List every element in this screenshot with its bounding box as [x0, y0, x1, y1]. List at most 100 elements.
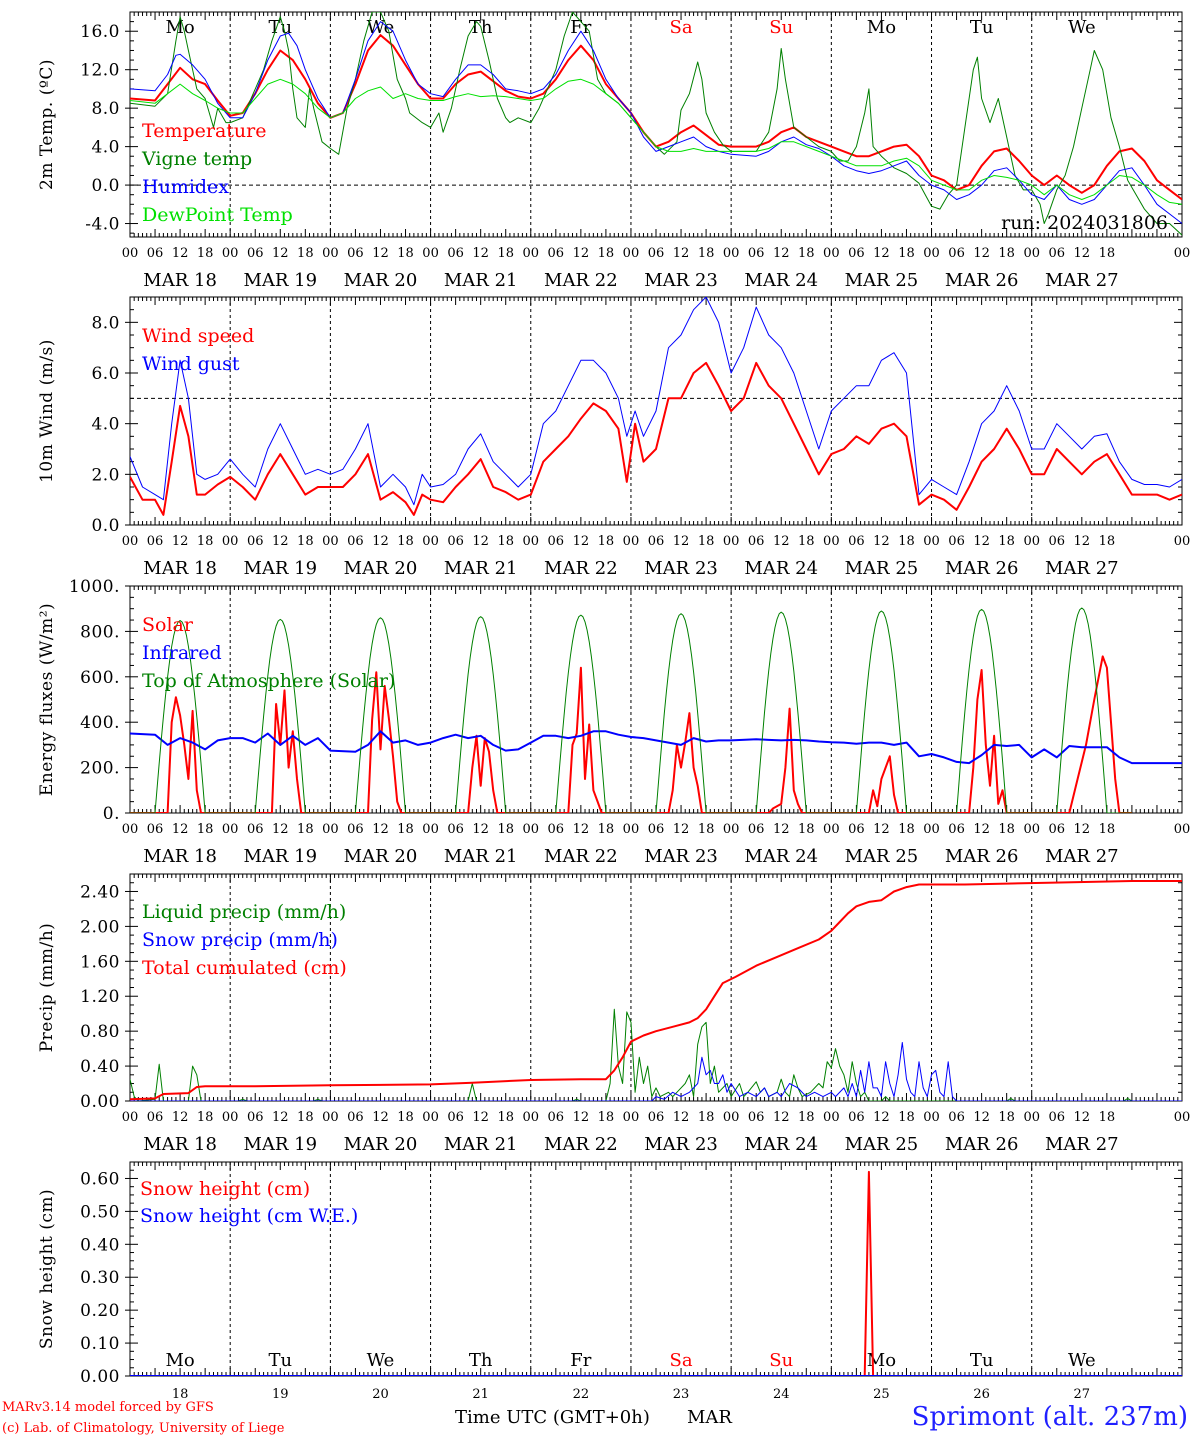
hour-tick-label: 12: [673, 534, 690, 549]
hour-tick-label: 18: [397, 822, 414, 837]
hour-tick-label: 06: [648, 246, 665, 261]
hour-tick-label: 12: [573, 822, 590, 837]
legend-solar: Solar: [142, 614, 194, 636]
series-group: [130, 12, 1182, 236]
weekday-label: Tu: [970, 17, 994, 38]
legend-total-cumulated-cm: Total cumulated (cm): [142, 957, 347, 979]
legend-humidex: Humidex: [142, 176, 229, 198]
hour-tick-label: 00: [923, 1110, 940, 1125]
hour-tick-label: 00: [422, 246, 439, 261]
y-tick-label: 0.10: [80, 1334, 120, 1354]
series-total-cumulated-cm: [130, 880, 1182, 1101]
hour-tick-label: 00: [422, 822, 439, 837]
hour-tick-label: 06: [648, 822, 665, 837]
day-number-label: 20: [372, 1387, 389, 1402]
hour-tick-label: 12: [372, 534, 389, 549]
hour-tick-label: 06: [447, 822, 464, 837]
hour-tick-label: 12: [1074, 822, 1091, 837]
hour-tick-label: 18: [998, 822, 1015, 837]
hour-tick-label: 00: [823, 534, 840, 549]
hour-tick-label: 06: [648, 534, 665, 549]
hour-tick-label: 00: [122, 534, 139, 549]
hour-tick-label: 18: [397, 246, 414, 261]
hour-tick-label: 18: [1099, 246, 1116, 261]
hour-tick-label: 00: [422, 534, 439, 549]
hour-tick-label: 00: [1023, 822, 1040, 837]
hour-tick-label: 12: [973, 246, 990, 261]
hour-tick-label: 06: [948, 822, 965, 837]
date-label: MAR 25: [845, 1134, 919, 1155]
plot-frame: [129, 585, 1183, 814]
energy-flux-panel: 0. 200. 400. 600. 800. 1000. Energy fluxes (W/…: [37, 577, 1190, 867]
date-label: MAR 24: [744, 270, 818, 291]
station-label: Sprimont (alt. 237m): [911, 1402, 1188, 1432]
hour-tick-label: 06: [347, 246, 364, 261]
hour-tick-label: 18: [1099, 822, 1116, 837]
y-tick-label: 0.50: [80, 1202, 120, 1222]
hour-tick-label: 06: [848, 246, 865, 261]
y-axis-label: Precip (mm/h): [37, 923, 57, 1053]
hour-tick-label: 18: [297, 534, 314, 549]
date-label: MAR 23: [644, 270, 718, 291]
y-tick-label: 2.40: [80, 882, 120, 902]
date-label: MAR 18: [143, 1134, 217, 1155]
series-group: [130, 297, 1182, 516]
hour-tick-label: 12: [1074, 534, 1091, 549]
hour-tick-label: 06: [347, 534, 364, 549]
date-label: MAR 26: [945, 270, 1019, 291]
y-tick-label: 0.20: [80, 1301, 120, 1321]
time-axis-label: Time UTC (GMT+0h): [455, 1407, 650, 1428]
weekday-label: Su: [769, 1350, 793, 1371]
y-axis-label: Energy fluxes (W/m²): [37, 603, 57, 796]
hour-tick-label: 12: [973, 534, 990, 549]
hour-tick-label: 06: [247, 534, 264, 549]
date-label: MAR 19: [243, 558, 317, 579]
hour-tick-label: 18: [1099, 1110, 1116, 1125]
weekday-label: Th: [469, 1350, 493, 1371]
hour-tick-label: 06: [247, 1110, 264, 1125]
weekday-label: Tu: [268, 1350, 292, 1371]
hour-tick-label: 00: [1174, 822, 1191, 837]
hour-tick-label: 18: [397, 534, 414, 549]
hour-tick-label: 18: [698, 246, 715, 261]
hour-tick-label: 06: [548, 246, 565, 261]
weekday-label: Fr: [570, 17, 591, 38]
date-label: MAR 27: [1045, 1134, 1119, 1155]
hour-tick-label: 00: [322, 822, 339, 837]
weekday-label: Mo: [165, 1350, 194, 1371]
hour-tick-label: 06: [347, 822, 364, 837]
date-label: MAR 21: [444, 1134, 518, 1155]
day-number-label: 23: [673, 1387, 690, 1402]
snow-height-panel: 0.00 0.10 0.20 0.30 0.40 0.50 0.60 Snow height …: [37, 1161, 1183, 1402]
y-tick-label: 0.40: [80, 1057, 120, 1077]
series-vigne-temp: [130, 12, 1182, 236]
hour-tick-label: 00: [222, 534, 239, 549]
series-group: [130, 1170, 1182, 1376]
legend-dewpoint-temp: DewPoint Temp: [142, 204, 293, 226]
hour-tick-label: 18: [497, 534, 514, 549]
hour-tick-label: 12: [372, 1110, 389, 1125]
hour-tick-label: 12: [573, 534, 590, 549]
date-label: MAR 19: [243, 270, 317, 291]
hour-tick-label: 06: [247, 246, 264, 261]
date-label: MAR 23: [644, 846, 718, 867]
hour-tick-label: 12: [973, 1110, 990, 1125]
series-humidex: [130, 21, 1182, 224]
date-label: MAR 21: [444, 558, 518, 579]
hour-tick-label: 18: [998, 534, 1015, 549]
legend-wind-speed: Wind speed: [142, 325, 254, 347]
day-number-label: 19: [272, 1387, 289, 1402]
hour-tick-label: 00: [422, 1110, 439, 1125]
hour-tick-label: 12: [372, 822, 389, 837]
hour-tick-label: 12: [673, 1110, 690, 1125]
date-label: MAR 22: [544, 270, 618, 291]
weekday-label: We: [367, 1350, 395, 1371]
hour-tick-label: 18: [197, 246, 214, 261]
hour-tick-label: 12: [973, 822, 990, 837]
hour-tick-label: 00: [1174, 246, 1191, 261]
hour-tick-label: 00: [1023, 1110, 1040, 1125]
hour-tick-label: 18: [798, 822, 815, 837]
date-label: MAR 21: [444, 846, 518, 867]
y-tick-label: 1.20: [80, 987, 120, 1007]
